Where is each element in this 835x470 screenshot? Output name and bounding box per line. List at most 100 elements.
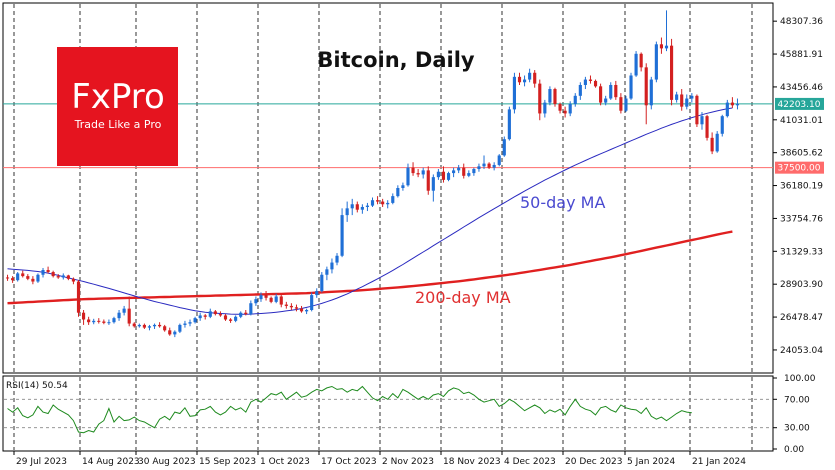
candle [208, 308, 212, 319]
candle-body [350, 204, 354, 209]
candle [497, 154, 501, 167]
candle-body [330, 262, 334, 270]
price-tick-label: 48307.36 [780, 17, 823, 27]
rsi-axis: 100.00 70.00 30.00 0.00 [773, 374, 816, 455]
candle-body [629, 75, 633, 99]
candle-body [345, 208, 349, 216]
candle [664, 10, 669, 52]
rsi-tick-label: 30.00 [784, 424, 810, 434]
candle [112, 316, 116, 324]
price-axis: 48307.36 45881.91 43456.46 41031.01 38605.62… [773, 17, 823, 356]
candle-body [467, 173, 471, 176]
candle-body [624, 98, 628, 111]
candle [360, 204, 364, 214]
candle [416, 169, 420, 178]
candle-body [487, 163, 491, 168]
time-tick-label: 2 Nov 2023 [382, 457, 434, 467]
candle [239, 311, 243, 319]
candle-body [234, 316, 238, 321]
rsi-tick-label: 0.00 [784, 445, 804, 455]
candle-body [446, 173, 451, 180]
candle [548, 86, 552, 106]
candle-body [5, 277, 10, 279]
candle-body [639, 53, 643, 68]
candle [345, 201, 349, 222]
candle [31, 276, 35, 285]
rsi-tick-label: 70.00 [784, 395, 810, 405]
candle-body [92, 320, 96, 323]
candle-body [203, 315, 207, 317]
candle [421, 167, 425, 179]
candle-body [457, 167, 461, 171]
candle-body [477, 166, 481, 170]
candle [315, 288, 319, 298]
candle [669, 38, 674, 106]
candle [259, 292, 263, 302]
candle-body [599, 86, 603, 103]
candle-body [299, 308, 304, 312]
candle-body [401, 185, 405, 188]
candle-body [421, 170, 425, 175]
candle [477, 163, 481, 172]
candle-body [548, 89, 552, 103]
candle [517, 72, 522, 85]
candle [81, 310, 86, 325]
candle [446, 171, 451, 182]
candle [51, 270, 55, 278]
candle-body [46, 270, 50, 273]
candle-body [543, 102, 547, 114]
candle [558, 102, 562, 114]
candle [482, 155, 486, 170]
time-tick-label: 21 Jan 2024 [692, 457, 746, 467]
candle [203, 314, 207, 320]
candle-body [213, 311, 217, 315]
candle-body [725, 102, 729, 117]
time-tick-label: 29 Jul 2023 [16, 457, 67, 467]
candle-body [223, 315, 228, 320]
candle [568, 101, 572, 117]
candle [117, 310, 121, 321]
candle-body [310, 295, 314, 310]
candle [735, 98, 740, 110]
price-tick-label: 26478.47 [780, 313, 823, 323]
candle [92, 318, 96, 325]
candle-body [441, 171, 446, 180]
candle-body [152, 324, 157, 327]
candle-body [644, 67, 648, 106]
candle [61, 273, 65, 280]
candle [396, 185, 400, 198]
candle-body [396, 188, 400, 197]
candle-body [147, 326, 152, 328]
candle-body [218, 314, 223, 316]
price-tick-label: 45881.91 [780, 50, 823, 60]
candle [294, 304, 299, 312]
vertical-gridlines [13, 4, 753, 450]
candle-body [178, 324, 182, 332]
candle-body [664, 45, 669, 49]
candle [264, 291, 268, 301]
candle [127, 296, 131, 327]
candle-body [193, 318, 197, 323]
fxpro-tagline: Trade Like a Pro [74, 118, 162, 131]
candle [411, 162, 415, 176]
candle-body [593, 80, 598, 87]
candle-body [715, 133, 719, 152]
candle [46, 266, 50, 274]
candle [178, 323, 182, 334]
candle [680, 89, 684, 111]
candle [426, 166, 430, 195]
candle-body [735, 103, 740, 106]
candle-body [97, 320, 101, 322]
candle [223, 314, 228, 321]
candle-body [573, 95, 577, 104]
candle [41, 267, 45, 278]
candle-body [563, 110, 567, 114]
candle [472, 167, 476, 176]
rsi-line [7, 385, 692, 434]
candle [183, 320, 187, 328]
candle-body [259, 295, 263, 300]
candle [335, 253, 339, 266]
candle [26, 274, 30, 281]
candle [102, 319, 106, 325]
